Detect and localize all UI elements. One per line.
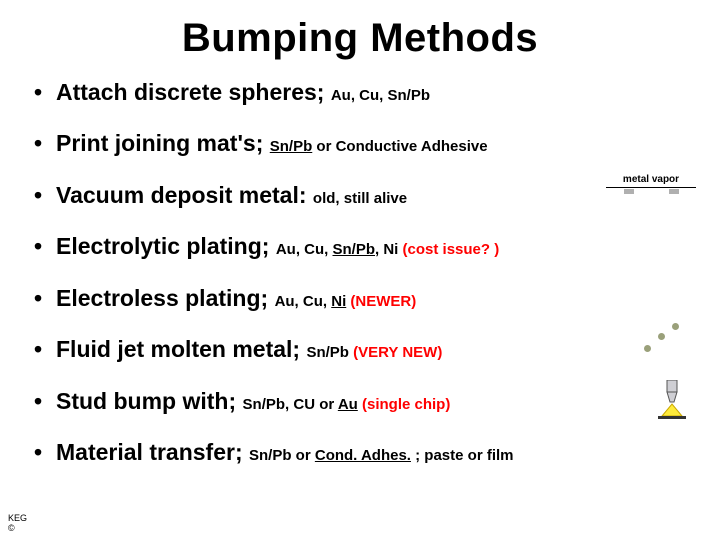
- bullet-main: Vacuum deposit metal:: [56, 182, 307, 208]
- bullet-main: Electroless plating;: [56, 285, 268, 311]
- bullet-item: Attach discrete spheres; Au, Cu, Sn/Pb: [32, 79, 692, 105]
- bullet-main: Print joining mat's;: [56, 130, 263, 156]
- droplets-icon: [644, 323, 684, 363]
- bullet-detail: old, still alive: [313, 190, 407, 207]
- detail-red: (VERY NEW): [353, 344, 442, 361]
- bullet-list: Attach discrete spheres; Au, Cu, Sn/Pb P…: [28, 79, 692, 466]
- bullet-item: Print joining mat's; Sn/Pb or Conductive…: [32, 130, 692, 156]
- chip-icon: [669, 189, 679, 194]
- chip-icon: [624, 189, 634, 194]
- detail-underlined: Au: [338, 396, 358, 413]
- metal-vapor-icon: metal vapor: [606, 175, 696, 194]
- bullet-item: Vacuum deposit metal: old, still alive: [32, 182, 692, 208]
- detail-red: (single chip): [362, 396, 450, 413]
- bullet-main: Material transfer;: [56, 439, 243, 465]
- detail-pre: Sn/Pb, CU or: [243, 396, 338, 413]
- footer: KEG ©: [8, 514, 27, 534]
- detail-pre: Sn/Pb or: [249, 447, 315, 464]
- detail-red: (cost issue? ): [403, 241, 500, 258]
- bullet-detail: Sn/Pb, CU or Au (single chip): [243, 396, 451, 413]
- bullet-main: Electrolytic plating;: [56, 233, 269, 259]
- jet-nozzle-icon: [658, 380, 686, 420]
- bullet-detail: Au, Cu, Sn/Pb: [331, 87, 430, 104]
- bullet-detail: Sn/Pb (VERY NEW): [306, 344, 442, 361]
- detail-underlined: Sn/Pb: [333, 241, 376, 258]
- detail-pre: Au, Cu,: [275, 293, 332, 310]
- detail-post: , Ni: [375, 241, 403, 258]
- bullet-item: Stud bump with; Sn/Pb, CU or Au (single …: [32, 388, 692, 414]
- bullet-detail: Sn/Pb or Cond. Adhes. ; paste or film: [249, 447, 513, 464]
- detail-post: ; paste or film: [411, 447, 514, 464]
- bullet-detail: Sn/Pb or Conductive Adhesive: [270, 138, 488, 155]
- slide: Bumping Methods Attach discrete spheres;…: [0, 0, 720, 540]
- bullet-main: Stud bump with;: [56, 388, 236, 414]
- bullet-main: Fluid jet molten metal;: [56, 336, 300, 362]
- bullet-item: Electroless plating; Au, Cu, Ni (NEWER): [32, 285, 692, 311]
- bullet-item: Material transfer; Sn/Pb or Cond. Adhes.…: [32, 439, 692, 465]
- substrate-icon: [606, 187, 696, 194]
- bullet-detail: Au, Cu, Ni (NEWER): [275, 293, 417, 310]
- detail-post: or Conductive Adhesive: [312, 138, 487, 155]
- detail-red: (NEWER): [350, 293, 416, 310]
- detail-pre: Sn/Pb: [306, 344, 353, 361]
- bullet-main: Attach discrete spheres;: [56, 79, 324, 105]
- detail-underlined: Cond. Adhes.: [315, 447, 411, 464]
- slide-title: Bumping Methods: [28, 16, 692, 61]
- bullet-item: Electrolytic plating; Au, Cu, Sn/Pb, Ni …: [32, 233, 692, 259]
- detail-pre: Au, Cu,: [276, 241, 333, 258]
- bullet-item: Fluid jet molten metal; Sn/Pb (VERY NEW): [32, 336, 692, 362]
- detail-underlined: Sn/Pb: [270, 138, 313, 155]
- footer-copyright: ©: [8, 524, 27, 534]
- metal-vapor-label: metal vapor: [623, 174, 679, 185]
- detail-underlined: Ni: [331, 293, 346, 310]
- bullet-detail: Au, Cu, Sn/Pb, Ni (cost issue? ): [276, 241, 499, 258]
